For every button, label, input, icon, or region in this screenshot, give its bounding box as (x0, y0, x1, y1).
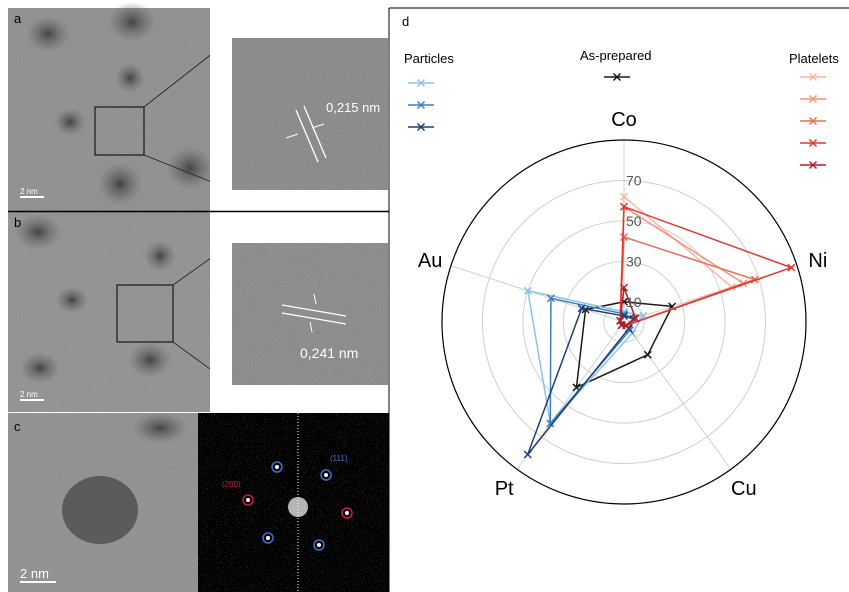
data-point (523, 450, 532, 459)
legend-marker (808, 160, 818, 170)
outer-ring (441, 139, 807, 505)
legend-marker (416, 100, 426, 110)
legend-marker (808, 116, 818, 126)
data-point (643, 350, 652, 359)
r-tick-label: 50 (626, 213, 642, 229)
fft-label-200: (200) (222, 480, 241, 489)
data-point (546, 419, 555, 428)
data-point (619, 192, 629, 201)
r-tick-label: 30 (626, 253, 642, 269)
data-point (619, 202, 629, 211)
panel-d: d Particles As-prepared Platelets 10 30 50… (402, 14, 839, 505)
data-point (619, 283, 629, 292)
legend-marker (808, 72, 818, 82)
legend-marker (808, 94, 818, 104)
data-point (631, 314, 640, 323)
data-point (787, 263, 796, 272)
panel-c: (200) (111) c 2 nm (8, 412, 389, 592)
series-line (527, 307, 635, 455)
measure-label-a: 0,215 nm (326, 100, 380, 115)
panel-letter-b: b (14, 215, 21, 230)
axis-spoke (450, 265, 625, 323)
r-tick-label: 70 (626, 172, 642, 188)
radar-series (523, 192, 796, 459)
axis-label-cu: Cu (731, 478, 757, 500)
legend-marker (416, 78, 426, 88)
scale-label-a: 2 nm (20, 187, 38, 196)
series-line (526, 289, 645, 426)
data-point (523, 286, 532, 295)
axis-label-pt: Pt (495, 478, 514, 500)
data-point (616, 316, 625, 325)
measure-label-b: 0,241 nm (300, 345, 358, 361)
axis-label-co: Co (611, 109, 637, 131)
data-point (617, 321, 626, 330)
data-point (546, 294, 555, 303)
series-platelets-8 (616, 283, 640, 330)
legend-title-particles: Particles (404, 51, 454, 66)
legend-marker (416, 122, 426, 132)
legend-title-as-prepared: As-prepared (580, 48, 652, 63)
legend-marker (808, 138, 818, 148)
axis-spoke (623, 321, 732, 470)
legend (408, 72, 826, 170)
axis-label-ni: Ni (808, 250, 827, 272)
panel-a: 0,215 nm a 2 nm (8, 2, 388, 211)
panel-letter-d: d (402, 14, 409, 29)
data-point (619, 233, 629, 242)
r-tick-label: 10 (626, 294, 642, 310)
axis-label-au: Au (418, 250, 442, 272)
radar-labels: 10 30 50 70 Co Ni Cu Pt Au (418, 109, 827, 500)
radar-grid (441, 139, 807, 505)
panel-b: 0,241 nm b 2 nm (8, 212, 388, 412)
series-line (575, 301, 674, 389)
legend-marker (612, 72, 622, 82)
data-point (577, 304, 586, 313)
legend-title-platelets: Platelets (789, 51, 839, 66)
scale-label-b: 2 nm (20, 390, 38, 399)
series-line (619, 287, 637, 327)
panel-letter-a: a (14, 11, 22, 26)
fft-label-111: (111) (330, 454, 348, 463)
scale-label-c: 2 nm (20, 566, 49, 581)
panel-letter-c: c (14, 419, 21, 434)
